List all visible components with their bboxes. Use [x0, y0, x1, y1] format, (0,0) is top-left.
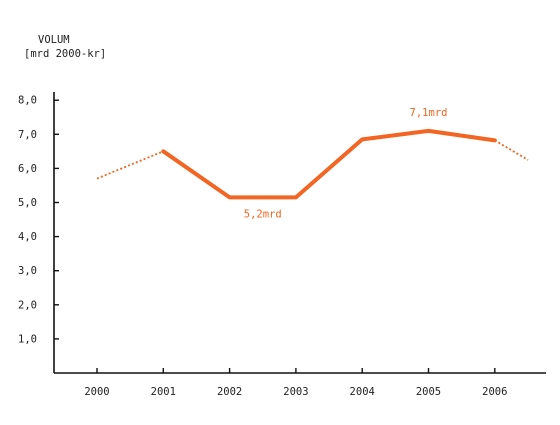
x-tick-label: 2003: [283, 386, 308, 398]
x-tick-label: 2001: [151, 386, 176, 398]
tick-labels: 1,0 2,0 3,0 4,0 5,0 6,0 7,0 8,0 2000 2001 2002 2003…: [18, 95, 507, 398]
y-tick-label: 7,0: [18, 129, 37, 141]
y-tick-label: 8,0: [18, 95, 37, 107]
data-labels: 5,2mrd 7,1mrd: [244, 107, 448, 220]
axes: [53, 92, 546, 374]
series-line-solid: [161, 128, 497, 200]
x-tick-label: 2005: [416, 386, 441, 398]
data-label: 5,2mrd: [244, 208, 282, 220]
x-tick-label: 2000: [84, 386, 109, 398]
x-tick-label: 2004: [350, 386, 375, 398]
y-tick-label: 4,0: [18, 231, 37, 243]
x-tick-label: 2006: [482, 386, 507, 398]
series-lines: [96, 128, 529, 200]
y-tick-label: 6,0: [18, 163, 37, 175]
y-axis-title-line1: VOLUM: [38, 34, 70, 46]
y-tick-label: 3,0: [18, 265, 37, 277]
series-line-dotted-start: [96, 150, 164, 180]
data-label: 7,1mrd: [410, 107, 448, 119]
y-tick-label: 1,0: [18, 333, 37, 345]
x-tick-label: 2002: [217, 386, 242, 398]
y-axis-title-line2: [mrd 2000-kr]: [24, 48, 106, 60]
y-tick-label: 2,0: [18, 299, 37, 311]
series-line-dotted-end: [494, 139, 529, 161]
y-tick-label: 5,0: [18, 197, 37, 209]
